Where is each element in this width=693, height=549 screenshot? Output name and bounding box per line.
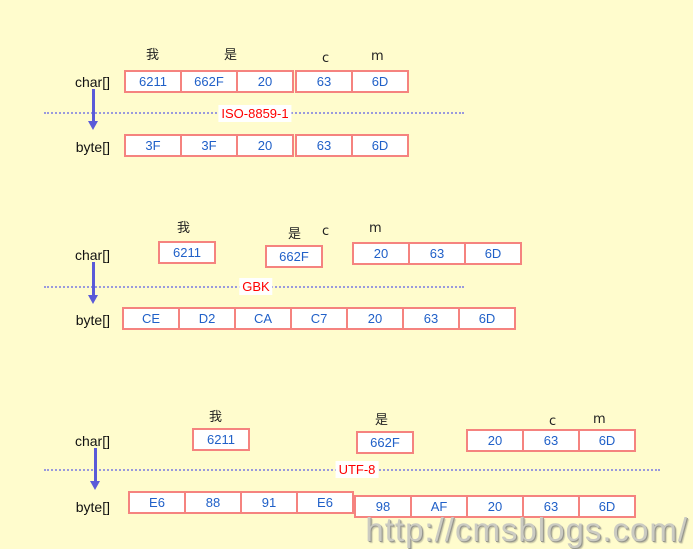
char-array-label: char[] <box>74 247 110 263</box>
annotation-shi: 是 <box>288 227 302 242</box>
byte-cell-group: 3F 3F 20 <box>124 134 294 157</box>
byte-cell-group: CE D2 CA C7 20 63 6D <box>122 307 516 330</box>
char-cell: 63 <box>522 431 578 450</box>
annotation-c: c <box>549 414 557 429</box>
annotation-wo: 我 <box>209 410 223 425</box>
annotation-m: m <box>371 49 384 64</box>
byte-cell: 20 <box>346 309 402 328</box>
encoding-label: GBK <box>239 278 273 295</box>
byte-cell: 20 <box>466 497 522 516</box>
byte-cell: 63 <box>316 138 332 153</box>
char-cell: 6211 <box>173 245 201 260</box>
char-cell: 6211 <box>207 432 235 447</box>
byte-cell-group: E6 88 91 E6 <box>128 491 354 514</box>
byte-cell: 6D <box>351 136 407 155</box>
conversion-arrow <box>90 448 100 490</box>
annotation-wo: 我 <box>177 221 191 236</box>
byte-cell: AF <box>410 497 466 516</box>
encoding-label: UTF-8 <box>335 461 379 478</box>
byte-cell-group: 98 AF 20 63 6D <box>354 495 636 518</box>
byte-array-label: byte[] <box>75 499 110 515</box>
byte-cell: 6D <box>578 497 634 516</box>
char-cell-group: 662F <box>356 431 414 454</box>
char-cell: 6D <box>464 244 520 263</box>
watermark-text: http://cmsblogs.com/ <box>365 511 688 548</box>
byte-cell: 63 <box>402 309 458 328</box>
char-cell: 6D <box>578 431 634 450</box>
char-cell: 20 <box>373 246 389 261</box>
char-cell: 6211 <box>139 74 167 89</box>
annotation-m: m <box>369 221 382 236</box>
char-cell: 662F <box>279 249 309 264</box>
byte-cell: 98 <box>375 499 391 514</box>
byte-cell: D2 <box>178 309 234 328</box>
annotation-wo: 我 <box>146 48 160 63</box>
char-cell-group: 20 63 6D <box>352 242 522 265</box>
encoding-label: ISO-8859-1 <box>218 105 292 122</box>
char-cell-group: 6211 662F 20 <box>124 70 294 93</box>
annotation-shi: 是 <box>224 48 238 63</box>
byte-cell: E6 <box>296 493 352 512</box>
byte-cell: 20 <box>236 136 292 155</box>
annotation-c: c <box>322 224 330 239</box>
annotation-shi: 是 <box>375 413 389 428</box>
annotation-m: m <box>593 412 606 427</box>
byte-cell-group: 63 6D <box>295 134 409 157</box>
conversion-arrow <box>88 262 98 304</box>
char-cell: 20 <box>236 72 292 91</box>
char-cell: 63 <box>316 74 332 89</box>
char-cell: 20 <box>487 433 503 448</box>
byte-cell: 63 <box>522 497 578 516</box>
char-array-label: char[] <box>74 74 110 90</box>
char-cell-group: 63 6D <box>295 70 409 93</box>
char-array-label: char[] <box>74 433 110 449</box>
byte-cell: 91 <box>240 493 296 512</box>
byte-array-label: byte[] <box>75 139 110 155</box>
byte-cell: 3F <box>180 136 236 155</box>
char-cell: 662F <box>180 72 236 91</box>
char-cell: 662F <box>370 435 400 450</box>
byte-cell: E6 <box>149 495 165 510</box>
byte-cell: 88 <box>184 493 240 512</box>
char-cell: 6D <box>351 72 407 91</box>
char-cell-group: 6211 <box>158 241 216 264</box>
char-cell-group: 20 63 6D <box>466 429 636 452</box>
byte-array-label: byte[] <box>75 312 110 328</box>
char-cell-group: 6211 <box>192 428 250 451</box>
annotation-c: c <box>322 51 330 66</box>
byte-cell: C7 <box>290 309 346 328</box>
char-cell: 63 <box>408 244 464 263</box>
byte-cell: CE <box>141 311 161 326</box>
char-cell-group: 662F <box>265 245 323 268</box>
byte-cell: 3F <box>145 138 161 153</box>
conversion-arrow <box>88 89 98 130</box>
byte-cell: CA <box>234 309 290 328</box>
byte-cell: 6D <box>458 309 514 328</box>
